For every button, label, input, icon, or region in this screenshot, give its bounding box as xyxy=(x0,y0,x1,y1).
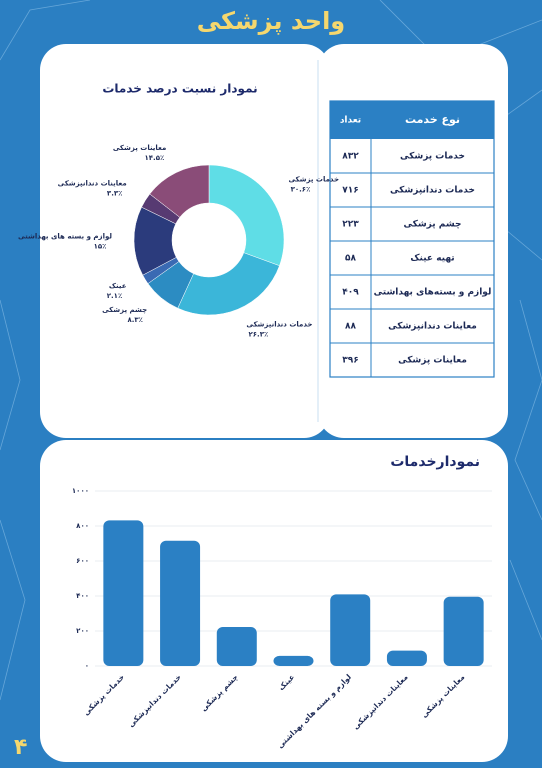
slice-value: ۳.۳٪ xyxy=(107,190,122,198)
table-cell: خدمات دندانپزشکی xyxy=(390,186,475,196)
table-cell: ۴۰۹ xyxy=(342,288,359,298)
table-header-cell: نوع خدمت xyxy=(405,113,460,126)
table-cell: معاینات پزشکی xyxy=(398,356,467,366)
bar xyxy=(216,626,257,666)
chart-title: نمودار نسبت درصد خدمات xyxy=(102,82,257,97)
slice-label: عینک xyxy=(109,282,127,290)
slice-label: خدمات پزشکی xyxy=(288,175,339,183)
slice-value: ۳۰.۶٪ xyxy=(291,185,311,193)
slice-value: ۱۴.۵٪ xyxy=(144,154,164,162)
y-tick-label: ۰ xyxy=(85,662,89,670)
table-cell: تهیه عینک xyxy=(410,254,454,264)
table-cell: ۵۸ xyxy=(345,254,356,264)
table-cell: لوازم و بسته‌های بهداشتی xyxy=(374,288,492,298)
pie-slice xyxy=(149,164,210,218)
page-number: ۴ xyxy=(14,735,27,760)
y-tick-label: ۲۰۰ xyxy=(76,627,89,635)
table: نوع خدمت تعداد خدمات پزشکی ۸۳۲ خدمات دندانپز… xyxy=(329,100,495,378)
table-cell: ۸۸ xyxy=(345,322,356,332)
y-tick-label: ۶۰۰ xyxy=(76,557,89,565)
slice-value: ۸.۳٪ xyxy=(127,316,142,324)
slice-label: معاینات پزشکی xyxy=(113,144,167,152)
slice-value: ۱۵٪ xyxy=(94,243,107,251)
bar xyxy=(273,655,314,666)
y-tick-label: ۱۰۰۰ xyxy=(72,487,89,495)
bar xyxy=(330,594,371,666)
slice-label: لوازم و بسته های بهداشتی xyxy=(18,233,112,241)
bar-card xyxy=(40,440,508,762)
y-tick-label: ۴۰۰ xyxy=(76,592,89,600)
pie-slice xyxy=(208,164,285,267)
table-cell: خدمات پزشکی xyxy=(400,152,465,162)
table-cell: ۳۹۶ xyxy=(342,356,358,366)
slice-label: چشم پزشکی xyxy=(102,306,147,314)
y-tick-label: ۸۰۰ xyxy=(76,522,89,530)
slice-label: معاینات دندانپزشکی xyxy=(58,180,127,188)
bar xyxy=(443,596,484,666)
slice-value: ۲۶.۳٪ xyxy=(248,331,268,339)
bar xyxy=(103,520,144,666)
slice-value: ۲.۱٪ xyxy=(107,292,122,300)
table-cell: ۸۳۲ xyxy=(342,152,359,162)
table-cell: معاینات دندانپزشکی xyxy=(388,322,477,332)
table-cell: ۲۲۳ xyxy=(342,220,359,230)
page-title: واحد پزشکی xyxy=(197,7,345,35)
chart-title: نمودارخدمات xyxy=(390,454,480,470)
pie-slice xyxy=(177,252,280,316)
bar xyxy=(386,650,427,666)
pie-card xyxy=(40,44,330,438)
table-cell: چشم پزشکی xyxy=(403,220,461,230)
bar xyxy=(160,540,201,666)
slice-label: خدمات دندانپزشکی xyxy=(246,321,312,329)
table-border xyxy=(329,100,495,378)
table-header-bg xyxy=(330,101,494,139)
table-header-cell: تعداد xyxy=(340,116,361,126)
table-cell: ۷۱۶ xyxy=(342,186,358,196)
